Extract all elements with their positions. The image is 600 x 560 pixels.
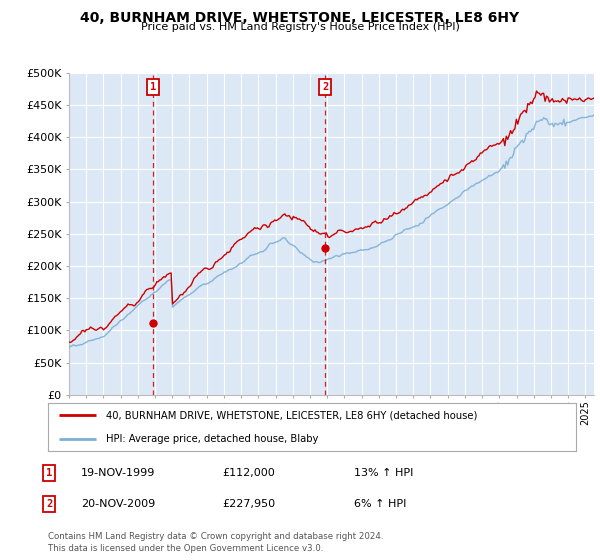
Text: 20-NOV-2009: 20-NOV-2009 [81, 499, 155, 509]
Text: 2: 2 [322, 82, 328, 92]
Text: £227,950: £227,950 [222, 499, 275, 509]
Text: 13% ↑ HPI: 13% ↑ HPI [354, 468, 413, 478]
Text: HPI: Average price, detached house, Blaby: HPI: Average price, detached house, Blab… [106, 434, 319, 444]
Text: 40, BURNHAM DRIVE, WHETSTONE, LEICESTER, LE8 6HY: 40, BURNHAM DRIVE, WHETSTONE, LEICESTER,… [80, 11, 520, 25]
Text: £112,000: £112,000 [222, 468, 275, 478]
Text: 19-NOV-1999: 19-NOV-1999 [81, 468, 155, 478]
Text: 2: 2 [46, 499, 52, 509]
Text: 1: 1 [46, 468, 52, 478]
Text: 6% ↑ HPI: 6% ↑ HPI [354, 499, 406, 509]
Text: Contains HM Land Registry data © Crown copyright and database right 2024.
This d: Contains HM Land Registry data © Crown c… [48, 533, 383, 553]
Text: 1: 1 [150, 82, 156, 92]
Text: Price paid vs. HM Land Registry's House Price Index (HPI): Price paid vs. HM Land Registry's House … [140, 22, 460, 32]
Text: 40, BURNHAM DRIVE, WHETSTONE, LEICESTER, LE8 6HY (detached house): 40, BURNHAM DRIVE, WHETSTONE, LEICESTER,… [106, 410, 478, 420]
